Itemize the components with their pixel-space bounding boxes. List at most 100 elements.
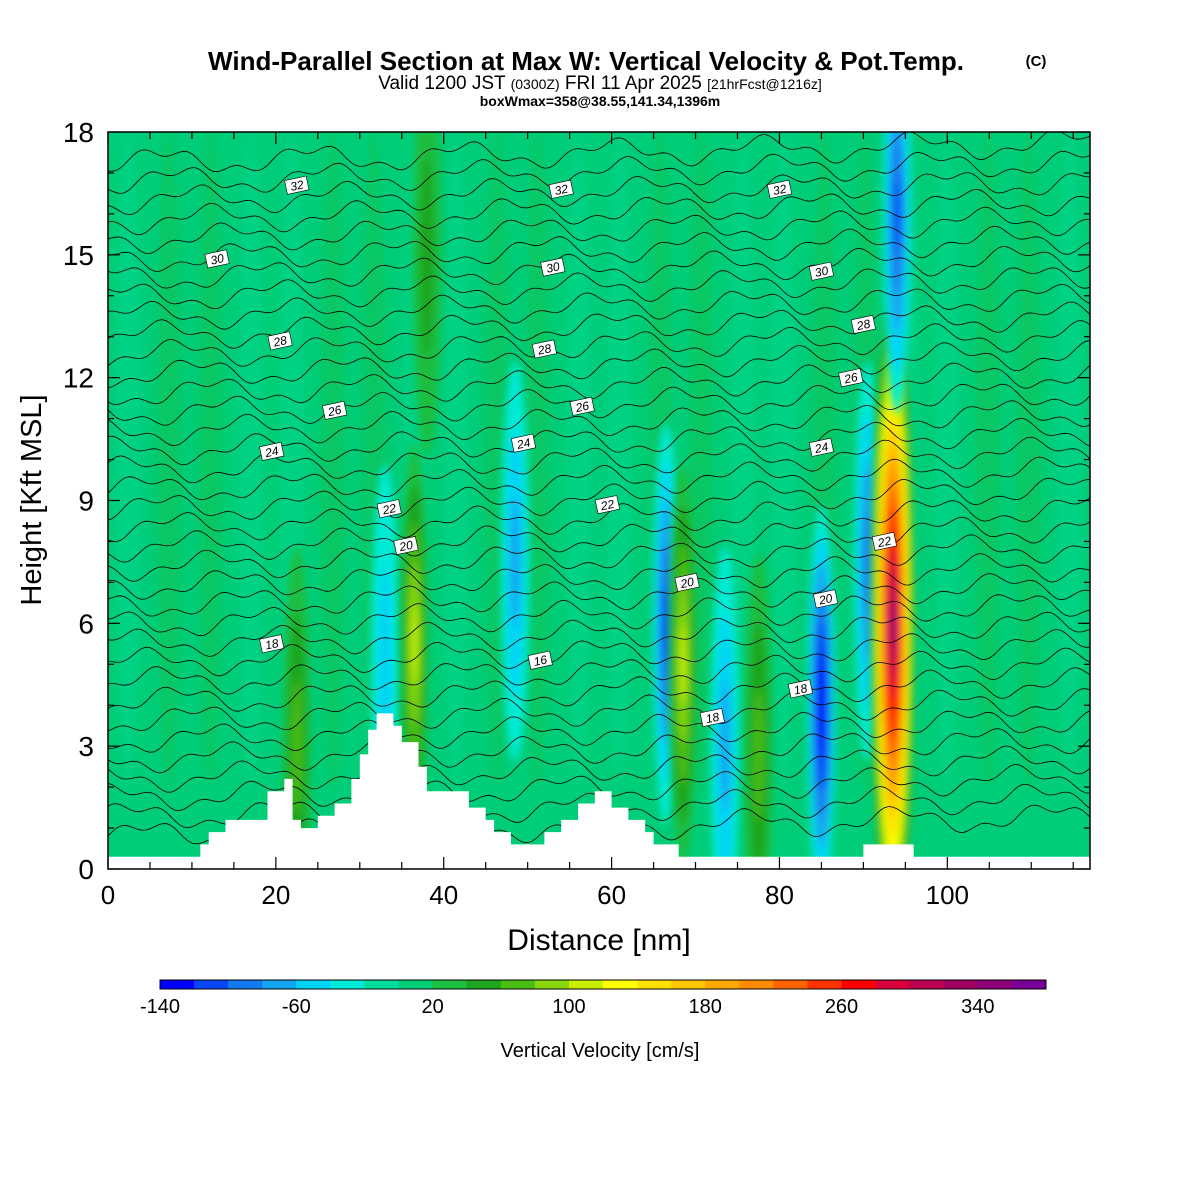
- velocity-cell: [710, 546, 739, 869]
- velocity-band: [934, 132, 959, 790]
- velocity-level: [679, 624, 686, 705]
- velocity-band: [525, 132, 550, 790]
- velocity-features: [282, 132, 915, 869]
- colorbar-label: Vertical Velocity [cm/s]: [501, 1040, 700, 1062]
- theta-label-text: 28: [536, 341, 553, 358]
- theta-label-text: 18: [264, 636, 280, 653]
- theta-label: 26: [838, 368, 864, 388]
- colorbar-tick-label: -140: [140, 996, 180, 1018]
- colorbar-swatch: [364, 980, 399, 989]
- colorbar-swatch: [637, 980, 672, 989]
- colorbar: -140 -60 20 100 180 260 340: [140, 979, 1047, 1018]
- theta-label-text: 22: [380, 501, 397, 518]
- theta-contour: [108, 246, 1090, 289]
- colorbar-swatch: [977, 980, 1013, 989]
- theta-contour: [108, 629, 1090, 677]
- theta-label-text: 26: [326, 403, 343, 420]
- velocity-level: [411, 603, 418, 684]
- velocity-level: [510, 495, 520, 629]
- theta-label-box: [376, 499, 402, 519]
- colorbar-tick-label: -60: [282, 996, 311, 1018]
- theta-label: 24: [259, 441, 285, 461]
- theta-contour: [108, 764, 1090, 812]
- colorbar-swatch: [943, 980, 979, 989]
- theta-label: 16: [527, 650, 553, 670]
- theta-contour: [108, 417, 1090, 466]
- theta-label-box: [527, 650, 553, 670]
- terrain: [108, 713, 1090, 869]
- theta-label: 28: [531, 339, 557, 359]
- theta-contour: [108, 225, 1090, 272]
- theta-label-text: 32: [289, 177, 305, 194]
- x-tick-label: 100: [926, 880, 969, 910]
- theta-contour: [108, 477, 1090, 521]
- theta-contour: [108, 647, 1090, 695]
- colorbar-swatch: [739, 980, 774, 989]
- colorbar-swatch: [500, 980, 536, 989]
- theta-contour: [108, 710, 1090, 753]
- velocity-band: [1016, 132, 1041, 790]
- velocity-cell: [882, 132, 911, 414]
- theta-label: 26: [322, 400, 348, 420]
- theta-label: 30: [808, 261, 834, 281]
- colorbar-swatch: [875, 980, 910, 989]
- theta-label-box: [510, 433, 537, 453]
- colorbar-swatch: [841, 980, 876, 989]
- y-axis-ticks: 0 3 6 9 12 15 18: [63, 117, 1090, 885]
- x-axis-ticks: 0 20 40 60 80 100: [101, 132, 1074, 910]
- theta-contour: [108, 688, 1090, 732]
- velocity-cell: [501, 361, 530, 762]
- velocity-cell: [744, 554, 773, 869]
- theta-contour: [108, 383, 1090, 426]
- theta-label-box: [393, 536, 419, 555]
- colorbar-swatch: [568, 980, 604, 989]
- velocity-level: [889, 603, 896, 643]
- theta-label-box: [808, 437, 834, 457]
- copyright-mark: (C): [1026, 53, 1047, 70]
- theta-label-text: 32: [553, 181, 569, 198]
- theta-labels: 32 32 32 30 30 30 28 28 28 26 26 26 24 24 24 22 22 22 20 20…: [204, 175, 897, 727]
- velocity-band: [157, 132, 182, 790]
- colorbar-swatch: [262, 980, 297, 989]
- theta-contour: [108, 362, 1090, 406]
- chart-title: Wind-Parallel Section at Max W: Vertical…: [208, 46, 964, 76]
- theta-label-text: 24: [263, 444, 280, 461]
- velocity-band: [239, 132, 264, 790]
- theta-label-text: 30: [545, 259, 561, 276]
- colorbar-swatch: [1011, 980, 1047, 989]
- subtitle-date: FRI 11 Apr 2025: [565, 73, 702, 94]
- theta-label-box: [850, 314, 876, 334]
- colorbar-tick-label: 20: [421, 996, 443, 1018]
- theta-contour: [108, 150, 1090, 194]
- theta-contour: [108, 611, 1090, 657]
- theta-label-text: 28: [271, 333, 288, 350]
- chart-subtitle: Valid 1200 JST (0300Z) FRI 11 Apr 2025 […: [378, 73, 822, 94]
- theta-contour: [108, 516, 1090, 563]
- velocity-cell: [412, 132, 441, 455]
- theta-label-box: [808, 261, 834, 281]
- theta-label-text: 16: [532, 652, 548, 669]
- theta-contour: [108, 497, 1090, 543]
- x-axis-label: Distance [nm]: [507, 924, 690, 957]
- colorbar-tick-label: 260: [825, 996, 858, 1018]
- colorbar-swatch: [466, 980, 502, 989]
- theta-label-text: 24: [813, 439, 830, 456]
- theta-label-text: 20: [678, 575, 695, 592]
- theta-contour: [108, 132, 1090, 173]
- colorbar-swatch: [705, 980, 740, 989]
- colorbar-swatch: [807, 980, 842, 989]
- velocity-level: [419, 154, 434, 355]
- theta-label-text: 26: [573, 398, 590, 415]
- velocity-band: [1057, 132, 1082, 790]
- x-tick-label: 20: [261, 880, 290, 910]
- x-tick-label: 0: [101, 880, 115, 910]
- theta-label: 18: [787, 679, 813, 699]
- theta-label: 24: [510, 433, 537, 453]
- theta-label: 22: [594, 495, 620, 515]
- velocity-level: [893, 173, 900, 254]
- theta-contour: [108, 320, 1090, 367]
- y-tick-label: 9: [78, 486, 94, 517]
- theta-contour: [108, 172, 1090, 216]
- theta-label-text: 18: [704, 710, 720, 727]
- chart-box-info: boxWmax=358@38.55,141.34,1396m: [480, 93, 721, 109]
